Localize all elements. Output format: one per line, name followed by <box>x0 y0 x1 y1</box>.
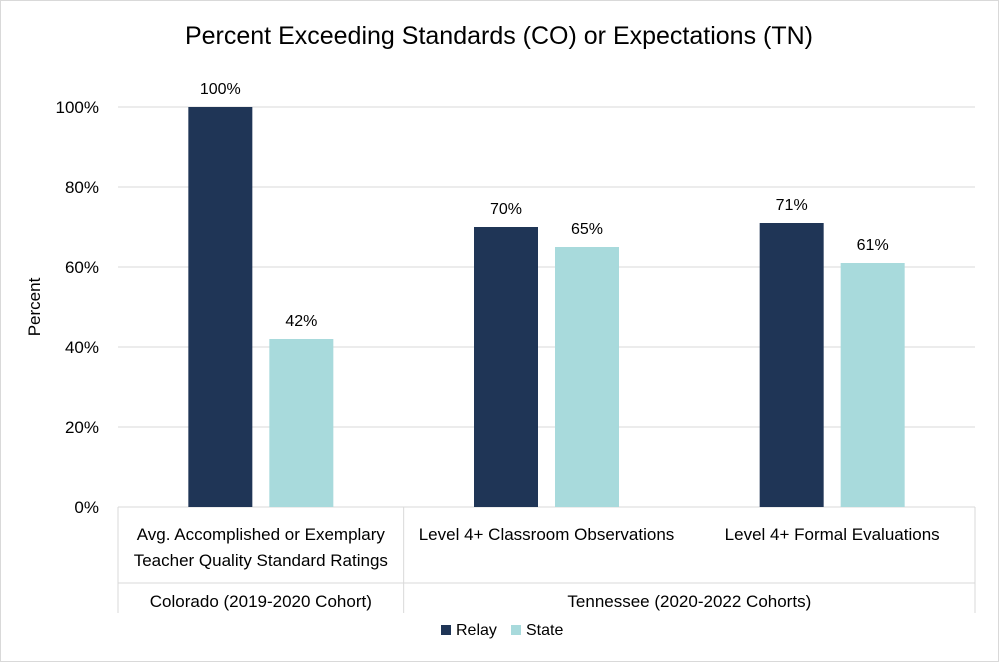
bar-relay <box>759 223 824 507</box>
group-label: Colorado (2019-2020 Cohort) <box>150 592 372 611</box>
y-tick-label: 40% <box>65 338 99 357</box>
legend-label: Relay <box>456 622 497 639</box>
bar-state <box>555 247 619 507</box>
legend-swatch-relay <box>441 625 451 635</box>
y-axis-ticks: 0% 20% 40% 60% 80% 100% <box>56 98 99 517</box>
gridlines <box>118 106 975 508</box>
category-label: Level 4+ Classroom Observations <box>419 525 675 544</box>
data-label: 61% <box>857 237 889 254</box>
data-label: 100% <box>200 81 241 98</box>
legend-label: State <box>526 622 563 639</box>
x-axis: Avg. Accomplished or Exemplary Teacher Qu… <box>117 507 976 613</box>
chart-title: Percent Exceeding Standards (CO) or Expe… <box>185 22 813 50</box>
bars <box>188 107 905 507</box>
bar-relay <box>188 107 253 507</box>
legend: Relay State <box>441 622 563 639</box>
y-tick-label: 80% <box>65 178 99 197</box>
y-tick-label: 100% <box>56 98 99 117</box>
category-label: Teacher Quality Standard Ratings <box>134 551 388 570</box>
category-label: Avg. Accomplished or Exemplary <box>137 525 386 544</box>
data-label: 65% <box>571 221 603 238</box>
legend-swatch-state <box>511 625 521 635</box>
bar-relay <box>474 227 538 507</box>
y-tick-label: 0% <box>74 498 99 517</box>
data-labels: 100% 42% 70% 65% 71% 61% <box>200 81 889 330</box>
data-label: 42% <box>285 313 317 330</box>
bar-state <box>840 263 905 507</box>
bar-state <box>269 339 334 507</box>
category-label: Level 4+ Formal Evaluations <box>725 525 940 544</box>
data-label: 71% <box>776 197 808 214</box>
y-tick-label: 20% <box>65 418 99 437</box>
data-label: 70% <box>490 201 522 218</box>
y-axis-label: Percent <box>25 277 44 336</box>
y-tick-label: 60% <box>65 258 99 277</box>
group-label: Tennessee (2020-2022 Cohorts) <box>567 592 811 611</box>
